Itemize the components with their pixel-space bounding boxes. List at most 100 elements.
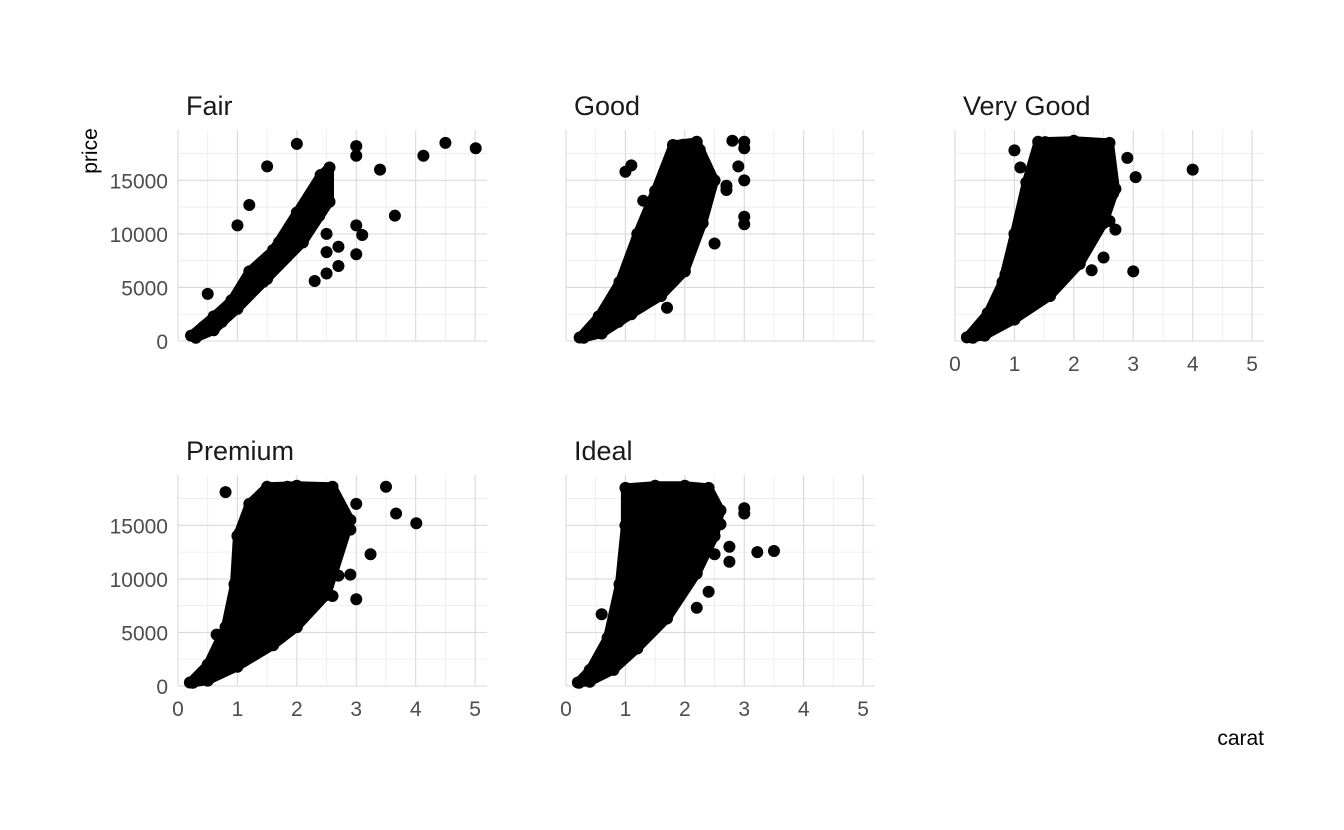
data-point [1079, 162, 1091, 174]
data-point [305, 586, 317, 597]
data-point [225, 642, 237, 654]
data-point [1008, 227, 1021, 240]
data-point [625, 159, 638, 172]
data-point [1083, 235, 1095, 247]
data-point [1075, 215, 1087, 227]
data-point [631, 286, 643, 297]
data-point [290, 558, 302, 570]
data-point [1032, 135, 1045, 148]
data-point [1064, 239, 1076, 251]
x-tick-label: 3 [350, 698, 362, 721]
data-point [708, 530, 721, 543]
data-point [613, 578, 626, 591]
data-point [1053, 138, 1065, 150]
data-point [702, 481, 715, 494]
data-point [708, 174, 721, 187]
data-point [261, 272, 274, 285]
x-tick-label: 1 [620, 698, 632, 721]
data-point [309, 488, 321, 500]
data-point [219, 486, 232, 499]
data-point [655, 562, 667, 574]
data-point [604, 296, 616, 308]
x-tick-label: 0 [560, 698, 572, 721]
data-point [290, 621, 303, 634]
data-point [364, 548, 377, 561]
data-point [1029, 250, 1040, 262]
data-point [1039, 189, 1051, 201]
data-point [996, 276, 1009, 289]
data-point [621, 586, 632, 598]
data-point [374, 163, 387, 176]
data-point [613, 276, 626, 289]
data-point [675, 218, 687, 230]
data-point [676, 206, 688, 218]
data-point [338, 507, 349, 519]
data-point [290, 137, 303, 150]
data-point [216, 648, 228, 660]
facet-panel: Very Good 0 1 2 3 4 5 [949, 91, 1264, 376]
data-point [699, 185, 710, 197]
data-point [664, 489, 676, 501]
data-point [624, 532, 636, 544]
data-point [322, 546, 334, 558]
data-point [695, 174, 707, 186]
data-point [350, 248, 363, 261]
data-point [678, 265, 691, 278]
data-point [677, 138, 689, 150]
data-point [981, 307, 994, 320]
data-point [469, 142, 482, 155]
data-point [664, 157, 676, 168]
data-point [207, 324, 220, 337]
data-point [1099, 193, 1111, 205]
data-point [595, 608, 608, 621]
x-axis-title: carat [1217, 727, 1264, 750]
data-point [283, 232, 295, 244]
data-point [674, 255, 686, 267]
data-point [668, 275, 680, 287]
data-point [1089, 206, 1101, 218]
data-point [723, 540, 736, 553]
data-point [619, 519, 632, 532]
data-point [1011, 242, 1023, 254]
data-point [723, 555, 736, 568]
data-point [274, 584, 286, 596]
data-point [690, 601, 703, 614]
data-point [1008, 313, 1021, 326]
data-point [282, 573, 294, 585]
data-point [1103, 136, 1116, 149]
data-point [1008, 144, 1021, 157]
data-point [643, 275, 655, 287]
data-point [332, 260, 345, 273]
data-point [708, 237, 721, 250]
x-tick-label: 0 [949, 353, 961, 376]
data-point [625, 308, 638, 321]
y-tick-label: 15000 [110, 515, 168, 538]
data-point [1020, 176, 1033, 189]
data-point [666, 138, 679, 151]
data-point [690, 567, 703, 580]
data-point [261, 480, 274, 493]
data-point [628, 249, 640, 261]
data-point [1103, 215, 1116, 228]
data-point [720, 183, 733, 196]
data-point [332, 240, 345, 253]
x-tick-label: 3 [738, 698, 750, 721]
data-point [661, 612, 674, 625]
data-point [683, 505, 695, 517]
data-point [613, 305, 625, 317]
data-point [1109, 182, 1122, 195]
data-point [267, 243, 280, 256]
data-point [207, 310, 220, 323]
data-point [738, 174, 751, 187]
data-point [1020, 227, 1032, 239]
data-point [344, 513, 357, 526]
data-point [1066, 178, 1078, 190]
data-point [695, 508, 706, 520]
data-point [1044, 260, 1056, 272]
data-point [978, 329, 991, 342]
data-point [645, 513, 656, 525]
data-point [248, 649, 260, 661]
data-point [263, 557, 275, 569]
data-point [379, 480, 392, 493]
data-point [264, 529, 276, 540]
